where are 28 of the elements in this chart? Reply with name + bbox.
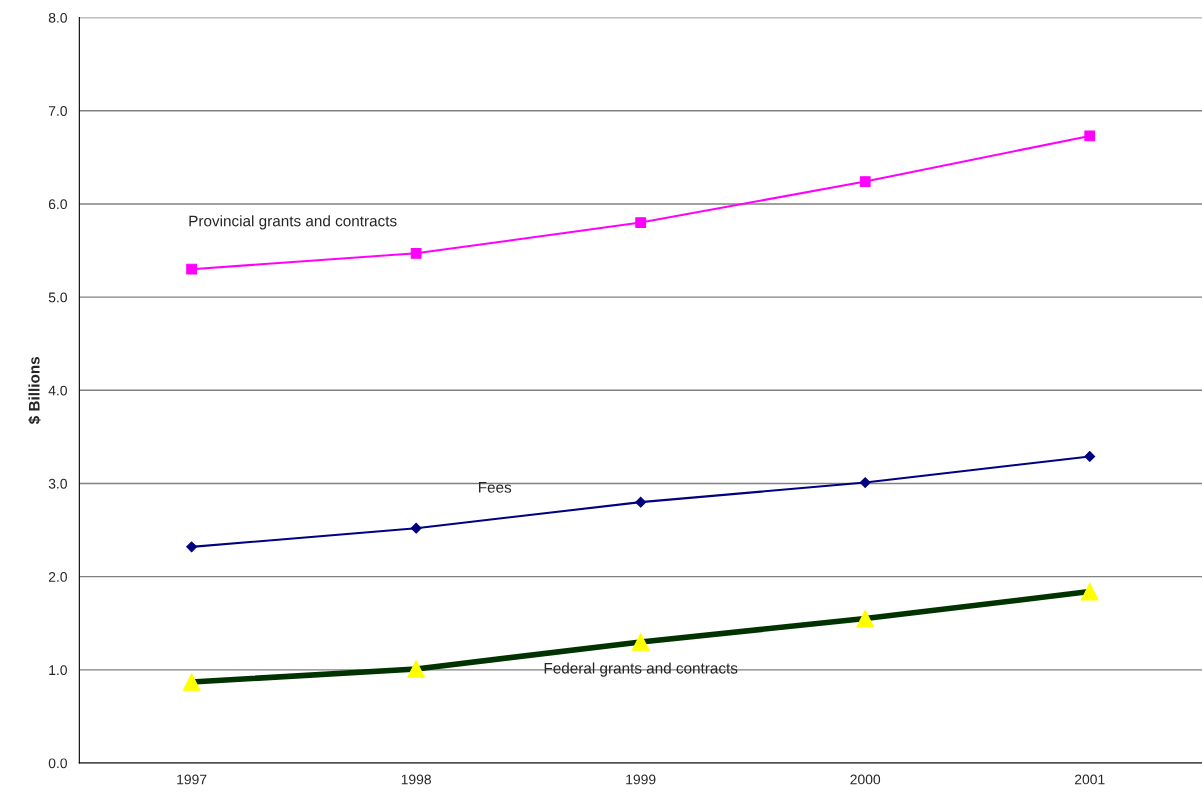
series-label: Provincial grants and contracts — [189, 215, 397, 230]
point — [1084, 451, 1096, 462]
point — [635, 217, 647, 228]
point — [635, 496, 647, 508]
y-tick-label: 3.0 — [48, 478, 67, 489]
point — [1084, 130, 1096, 142]
y-tick-label: 5.0 — [48, 292, 67, 303]
x-tick-label: 2001 — [1074, 774, 1105, 785]
y-tick-label: 2.0 — [48, 572, 67, 582]
y-tick-label: 7.0 — [48, 106, 67, 116]
point — [186, 541, 198, 553]
x-tick-label: 2000 — [850, 774, 881, 785]
y-tick-label: 0.0 — [48, 758, 67, 769]
y-tick-label: 8.0 — [48, 12, 67, 23]
y-axis-title: $ Billions — [28, 356, 41, 425]
series-label: Federal grants and contracts — [544, 662, 738, 677]
y-tick-label: 1.0 — [49, 665, 67, 676]
point — [859, 176, 871, 187]
point — [859, 477, 871, 488]
x-tick-label: 1999 — [626, 774, 656, 785]
x-tick-label: 1998 — [401, 774, 431, 785]
x-tick-label: 1997 — [177, 774, 207, 785]
y-tick-label: 4.0 — [48, 385, 67, 396]
y-tick-label: 6.0 — [48, 199, 67, 210]
point — [410, 522, 422, 534]
point — [186, 263, 197, 275]
series-label: Fees — [478, 482, 512, 493]
point — [410, 247, 422, 259]
